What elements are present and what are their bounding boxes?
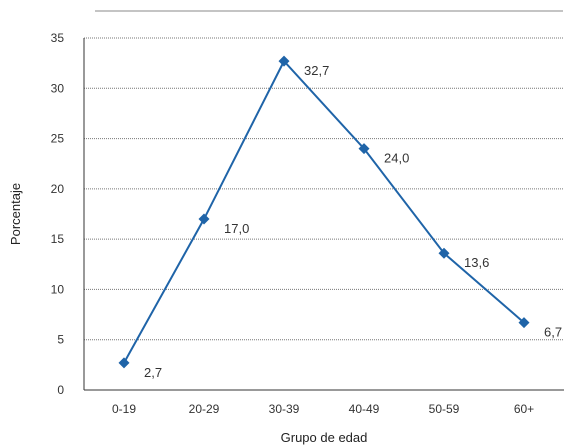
data-label: 32,7 (304, 63, 329, 78)
y-tick-label: 25 (51, 132, 65, 146)
x-tick-label: 60+ (514, 402, 534, 416)
x-tick-label: 20-29 (189, 402, 220, 416)
x-tick-label: 40-49 (349, 402, 380, 416)
y-tick-label: 30 (51, 81, 65, 95)
y-axis-title: Porcentaje (8, 183, 23, 245)
y-tick-labels: 0 5 10 15 20 25 30 35 (51, 31, 65, 397)
data-label: 24,0 (384, 151, 409, 166)
series-line (123, 59, 525, 364)
data-label: 2,7 (144, 365, 162, 380)
x-tick-labels: 0-19 20-29 30-39 40-49 50-59 60+ (112, 402, 534, 416)
data-labels: 2,7 17,0 32,7 24,0 13,6 6,7 (144, 63, 562, 380)
x-tick-label: 0-19 (112, 402, 136, 416)
data-label: 17,0 (224, 221, 249, 236)
data-point-marker (118, 357, 130, 369)
y-tick-label: 5 (57, 333, 64, 347)
data-point-marker (438, 247, 450, 259)
data-point-marker (198, 213, 210, 225)
data-point-marker (518, 317, 530, 329)
y-tick-label: 20 (51, 182, 65, 196)
data-label: 13,6 (464, 255, 489, 270)
data-label: 6,7 (544, 325, 562, 340)
y-tick-label: 0 (57, 383, 64, 397)
y-tick-label: 35 (51, 31, 65, 45)
x-axis-title: Grupo de edad (281, 430, 368, 445)
x-tick-label: 50-59 (429, 402, 460, 416)
x-tick-label: 30-39 (269, 402, 300, 416)
data-point-marker (358, 143, 370, 155)
data-markers (118, 55, 530, 369)
y-tick-label: 10 (51, 282, 65, 296)
data-point-marker (278, 55, 290, 67)
y-tick-label: 15 (51, 232, 65, 246)
